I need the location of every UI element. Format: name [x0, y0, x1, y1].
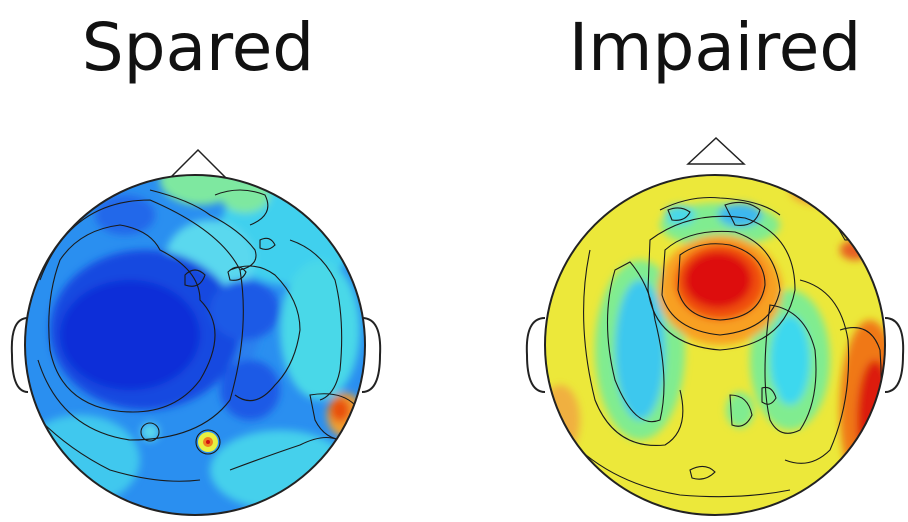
panel-title-spared: Spared — [81, 9, 315, 86]
nose-spared — [168, 148, 228, 179]
scalp-outline-impaired — [544, 174, 886, 516]
left-ear-impaired — [525, 317, 546, 393]
topomap-spared — [25, 175, 365, 515]
contours-impaired — [579, 196, 882, 498]
topomap-impaired — [545, 175, 885, 515]
right-ear-spared — [361, 317, 382, 393]
scalp-outline-spared — [24, 174, 366, 516]
head-impaired — [525, 136, 905, 516]
head-spared — [10, 148, 382, 516]
nose-impaired — [686, 136, 746, 165]
panel-title-impaired: Impaired — [568, 9, 862, 86]
left-ear-spared — [10, 317, 29, 393]
contours-spared — [37, 189, 357, 482]
right-ear-impaired — [884, 317, 905, 393]
